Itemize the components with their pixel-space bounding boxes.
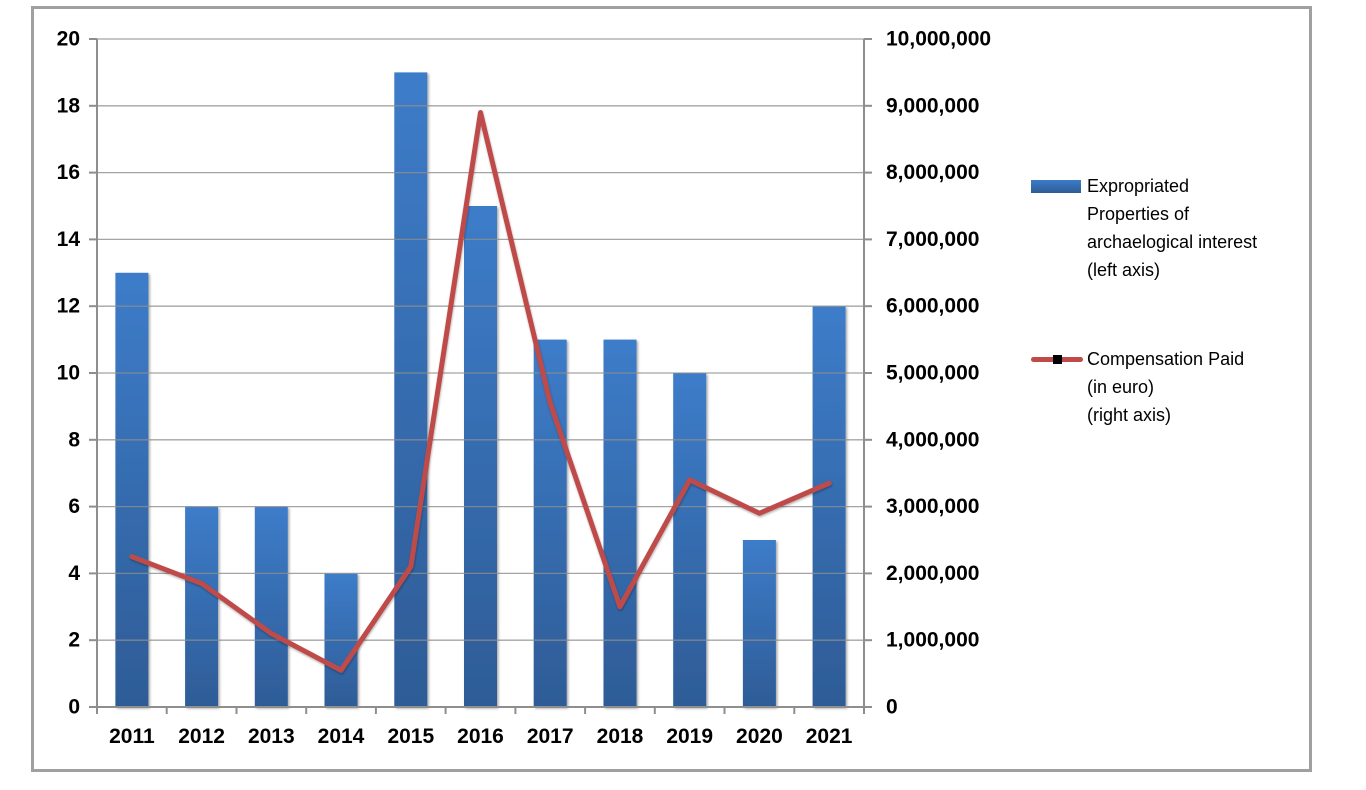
- bar-2018: [603, 339, 637, 707]
- left-axis-tick-label: 8: [68, 428, 80, 451]
- legend-label: Expropriated Properties of archaelogical i…: [1087, 176, 1258, 280]
- right-axis-tick-label: 9,000,000: [886, 94, 979, 117]
- x-axis-tick-label: 2018: [597, 725, 644, 748]
- right-axis-tick-label: 7,000,000: [886, 228, 979, 251]
- bar-2011: [115, 272, 149, 707]
- x-axis-tick-label: 2011: [109, 725, 155, 748]
- bar-2013: [254, 506, 288, 707]
- right-axis-tick-label: 1,000,000: [886, 629, 979, 652]
- legend-item-bars: Expropriated Properties of archaelogical i…: [1031, 172, 1301, 284]
- right-axis-tick-label: 5,000,000: [886, 362, 979, 385]
- x-axis-tick-label: 2017: [527, 725, 574, 748]
- left-axis-tick-label: 14: [57, 228, 81, 251]
- right-axis-tick-label: 3,000,000: [886, 495, 979, 518]
- chart-frame: [31, 6, 1312, 772]
- left-axis-tick-label: 0: [68, 696, 80, 719]
- left-axis-tick-label: 12: [57, 295, 80, 318]
- x-axis-tick-label: 2012: [178, 725, 225, 748]
- legend-line-marker-swatch-icon: [1031, 345, 1083, 373]
- bar-2020: [742, 540, 776, 707]
- legend-bar-swatch-icon: [1031, 180, 1081, 193]
- bar-2015: [394, 72, 428, 707]
- legend-label: Compensation Paid (in euro) (right axis): [1087, 349, 1245, 425]
- left-axis-tick-label: 6: [68, 495, 80, 518]
- left-axis-tick-label: 10: [57, 362, 80, 385]
- legend-item-line: Compensation Paid (in euro) (right axis): [1031, 345, 1301, 429]
- left-axis-tick-label: 16: [57, 161, 80, 184]
- bar-2016: [464, 206, 497, 707]
- right-axis-tick-label: 6,000,000: [886, 295, 979, 318]
- compensation-line: [129, 110, 832, 673]
- legend-square-marker-icon: [1053, 355, 1062, 364]
- left-axis-tick-label: 20: [57, 28, 80, 51]
- x-axis-tick-label: 2020: [736, 725, 783, 748]
- legend: Expropriated Properties of archaelogical i…: [1031, 172, 1301, 429]
- bar-2012: [185, 506, 219, 707]
- right-axis-tick-label: 0: [886, 696, 898, 719]
- x-axis-tick-label: 2019: [666, 725, 713, 748]
- x-axis-tick-label: 2013: [248, 725, 295, 748]
- bar-2019: [673, 373, 707, 707]
- x-axis-tick-label: 2014: [318, 725, 365, 748]
- x-axis-tick-label: 2021: [806, 725, 853, 748]
- left-axis-tick-label: 18: [57, 94, 81, 117]
- right-axis-tick-label: 4,000,000: [886, 428, 979, 451]
- left-axis-tick-label: 2: [68, 629, 80, 652]
- right-axis-tick-label: 10,000,000: [886, 28, 991, 51]
- x-axis-tick-label: 2016: [457, 725, 504, 748]
- right-axis-tick-label: 2,000,000: [886, 562, 979, 585]
- x-axis-tick-label: 2015: [387, 725, 434, 748]
- left-axis-tick-label: 4: [68, 562, 80, 585]
- right-axis-tick-label: 8,000,000: [886, 161, 979, 184]
